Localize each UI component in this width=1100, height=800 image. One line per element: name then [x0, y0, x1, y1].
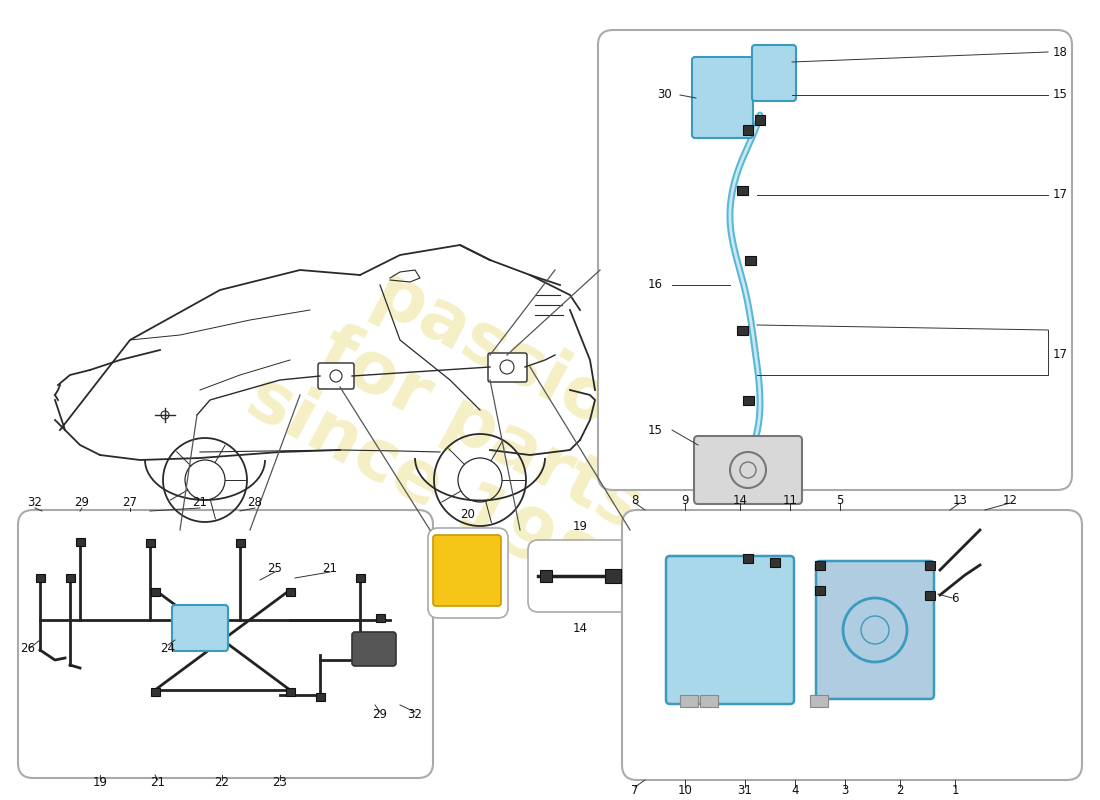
Bar	[742, 125, 754, 135]
FancyBboxPatch shape	[433, 535, 500, 606]
FancyBboxPatch shape	[172, 605, 228, 651]
Bar	[66, 574, 75, 582]
Text: 2: 2	[896, 783, 904, 797]
FancyBboxPatch shape	[752, 45, 796, 101]
Text: 5: 5	[836, 494, 844, 506]
Text: 29: 29	[75, 495, 89, 509]
Text: 9: 9	[681, 494, 689, 506]
Text: 19: 19	[92, 777, 108, 790]
FancyBboxPatch shape	[488, 353, 527, 382]
Bar	[815, 586, 825, 595]
Text: 25: 25	[267, 562, 283, 574]
Text: 15: 15	[648, 423, 662, 437]
Bar	[742, 554, 754, 563]
Text: passion
for parts
since 1985: passion for parts since 1985	[235, 231, 724, 629]
Text: 20: 20	[461, 507, 475, 521]
Text: 19: 19	[572, 521, 587, 534]
FancyBboxPatch shape	[694, 436, 802, 504]
Text: 32: 32	[28, 495, 43, 509]
Bar	[755, 115, 764, 125]
FancyBboxPatch shape	[692, 57, 754, 138]
Text: 14: 14	[572, 622, 587, 634]
FancyBboxPatch shape	[666, 556, 794, 704]
Text: 21: 21	[192, 495, 208, 509]
Text: 28: 28	[248, 495, 263, 509]
Text: 21: 21	[151, 777, 165, 790]
FancyBboxPatch shape	[318, 363, 354, 389]
Text: 14: 14	[733, 494, 748, 506]
Text: 27: 27	[122, 495, 138, 509]
Bar	[680, 695, 698, 707]
Bar	[737, 186, 748, 195]
Bar	[286, 688, 295, 696]
Bar	[742, 396, 754, 405]
FancyBboxPatch shape	[18, 510, 433, 778]
FancyBboxPatch shape	[621, 510, 1082, 780]
Text: 1: 1	[952, 783, 959, 797]
Bar	[925, 591, 935, 600]
Text: 21: 21	[322, 562, 338, 574]
FancyBboxPatch shape	[598, 30, 1072, 490]
Bar	[770, 558, 780, 567]
Text: 18: 18	[1053, 46, 1067, 58]
FancyBboxPatch shape	[352, 632, 396, 666]
Bar	[151, 688, 160, 696]
Text: 8: 8	[631, 494, 639, 506]
Bar	[286, 588, 295, 596]
Text: 3: 3	[842, 783, 849, 797]
Text: 26: 26	[21, 642, 35, 654]
FancyBboxPatch shape	[528, 540, 632, 612]
Text: 7: 7	[631, 783, 639, 797]
Text: 13: 13	[953, 494, 967, 506]
Text: 30: 30	[658, 89, 672, 102]
Bar	[236, 539, 245, 547]
Text: 12: 12	[1002, 494, 1018, 506]
Text: 31: 31	[738, 783, 752, 797]
Bar	[925, 561, 935, 570]
Bar	[540, 570, 552, 582]
Bar	[151, 588, 160, 596]
Text: 24: 24	[161, 642, 176, 654]
Bar	[356, 574, 365, 582]
Text: 17: 17	[1053, 349, 1067, 362]
Text: 16: 16	[648, 278, 662, 291]
Bar	[76, 538, 85, 546]
FancyBboxPatch shape	[816, 561, 934, 699]
Bar	[737, 326, 748, 335]
Text: 17: 17	[1053, 189, 1067, 202]
Text: 23: 23	[273, 777, 287, 790]
Text: 22: 22	[214, 777, 230, 790]
Bar	[810, 695, 828, 707]
FancyBboxPatch shape	[428, 528, 508, 618]
Bar	[700, 695, 718, 707]
Bar	[605, 569, 621, 583]
Bar	[36, 574, 45, 582]
Bar	[146, 539, 155, 547]
Text: 29: 29	[373, 709, 387, 722]
Bar	[376, 614, 385, 622]
Text: 11: 11	[782, 494, 797, 506]
Text: 15: 15	[1053, 89, 1067, 102]
Text: 4: 4	[791, 783, 799, 797]
Text: 10: 10	[678, 783, 692, 797]
Bar	[815, 561, 825, 570]
Text: 6: 6	[952, 591, 959, 605]
Bar	[316, 693, 324, 701]
Text: 32: 32	[408, 709, 422, 722]
Bar	[745, 256, 756, 265]
